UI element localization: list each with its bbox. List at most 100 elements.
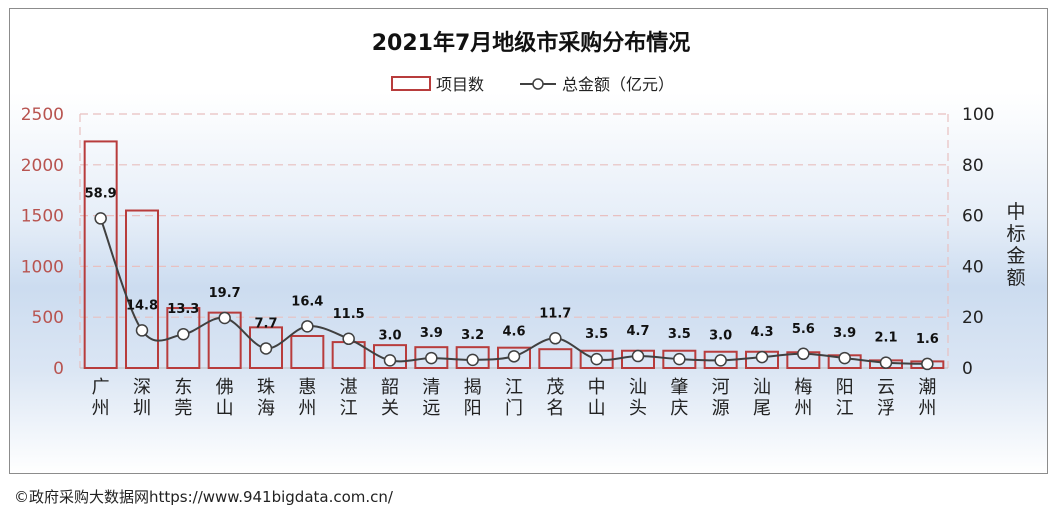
category-label-char: 潮 — [918, 377, 936, 398]
category-label-char: 阳 — [464, 398, 482, 419]
category-label-char: 河 — [712, 377, 730, 398]
bar — [455, 346, 490, 369]
left-tick-label: 1000 — [21, 257, 64, 277]
legend-bar-swatch — [391, 76, 431, 91]
category-label-char: 汕 — [753, 377, 771, 398]
right-tick-label: 100 — [962, 105, 994, 125]
left-tick-label: 2000 — [21, 156, 64, 176]
left-tick-label: 1500 — [21, 207, 64, 227]
chart-title: 2021年7月地级市采购分布情况 — [372, 30, 691, 56]
copyright-text: ©政府采购大数据网https://www.941bigdata.com.cn/ — [14, 488, 393, 506]
amount-point — [755, 350, 769, 364]
right-tick-label: 80 — [962, 156, 984, 176]
bar — [538, 348, 573, 370]
category-label-char: 阳 — [836, 377, 854, 398]
chart-frame — [9, 8, 1048, 474]
data-label: 7.7 — [254, 316, 277, 331]
data-label: 11.5 — [333, 307, 365, 322]
data-label: 19.7 — [209, 286, 241, 301]
category-label-char: 江 — [505, 377, 523, 398]
category-label-char: 远 — [422, 398, 440, 419]
category-label-char: 江 — [836, 398, 854, 419]
category-label-char: 海 — [257, 398, 275, 419]
category-label-char: 尾 — [753, 398, 771, 419]
data-label: 16.4 — [291, 294, 323, 309]
left-tick-label: 500 — [32, 308, 64, 328]
bar — [331, 341, 366, 370]
data-label: 4.7 — [626, 324, 649, 339]
amount-point — [714, 354, 727, 367]
amount-point — [135, 324, 149, 337]
bar — [166, 307, 201, 369]
data-label: 1.6 — [916, 332, 939, 347]
legend-line-label: 总金额（亿元） — [562, 75, 674, 94]
category-label-char: 山 — [216, 398, 234, 419]
right-axis-label-char: 金 — [1006, 245, 1025, 267]
bar — [249, 326, 283, 369]
data-label: 2.1 — [874, 331, 897, 346]
category-label-char: 清 — [422, 377, 440, 398]
category-label-char: 珠 — [257, 377, 275, 398]
category-label-char: 佛 — [216, 377, 234, 398]
legend-line-marker — [532, 78, 544, 90]
bar — [125, 209, 159, 369]
bar — [83, 140, 118, 369]
left-tick-label: 0 — [53, 359, 64, 379]
category-label-char: 名 — [546, 398, 564, 419]
category-label-char: 州 — [92, 398, 110, 419]
data-label: 14.8 — [126, 298, 158, 313]
category-label-char: 州 — [794, 398, 812, 419]
amount-point — [383, 354, 397, 367]
amount-point — [921, 357, 934, 371]
data-label: 3.5 — [585, 327, 608, 342]
data-label: 5.6 — [792, 322, 815, 337]
amount-point — [218, 311, 231, 325]
data-label: 58.9 — [85, 186, 117, 201]
amount-point — [94, 212, 107, 225]
category-label-char: 州 — [298, 398, 316, 419]
data-label: 3.0 — [709, 328, 732, 343]
bar — [290, 334, 325, 370]
category-label-char: 门 — [505, 398, 523, 419]
category-label-char: 江 — [340, 398, 358, 419]
category-label-char: 惠 — [298, 377, 316, 398]
category-label-char: 浮 — [877, 398, 895, 419]
amount-point — [301, 320, 314, 333]
category-label-char: 关 — [381, 398, 399, 419]
category-label-char: 中 — [588, 377, 606, 398]
category-label-char: 东 — [174, 377, 192, 398]
right-axis-label-char: 额 — [1006, 267, 1025, 289]
data-label: 11.7 — [539, 306, 571, 321]
category-label-char: 头 — [629, 398, 647, 419]
right-tick-label: 40 — [962, 257, 984, 277]
category-label-char: 茂 — [546, 377, 564, 398]
amount-point — [549, 332, 562, 345]
data-label: 3.5 — [668, 327, 691, 342]
amount-point — [177, 327, 190, 341]
amount-point — [879, 356, 893, 369]
data-label: 13.3 — [167, 302, 199, 317]
category-label-char: 庆 — [670, 398, 688, 419]
category-label-char: 圳 — [133, 398, 151, 419]
amount-point — [590, 352, 603, 366]
legend-bar-label: 项目数 — [436, 75, 484, 94]
right-tick-label: 0 — [962, 359, 973, 379]
data-label: 4.3 — [750, 325, 773, 340]
amount-point — [673, 352, 686, 366]
amount-point — [425, 351, 438, 365]
data-label: 3.9 — [833, 326, 856, 341]
right-tick-label: 20 — [962, 308, 984, 328]
right-axis-label-char: 中 — [1006, 201, 1025, 223]
bar — [373, 344, 407, 370]
data-label: 3.2 — [461, 328, 484, 343]
amount-point — [631, 349, 645, 363]
amount-point — [466, 353, 479, 367]
data-label: 3.0 — [378, 328, 401, 343]
amount-point — [259, 342, 273, 355]
category-label-char: 韶 — [381, 377, 399, 398]
category-label-char: 汕 — [629, 377, 647, 398]
category-label-char: 肇 — [670, 377, 688, 398]
category-label-char: 山 — [588, 398, 606, 419]
category-label-char: 广 — [92, 377, 110, 398]
